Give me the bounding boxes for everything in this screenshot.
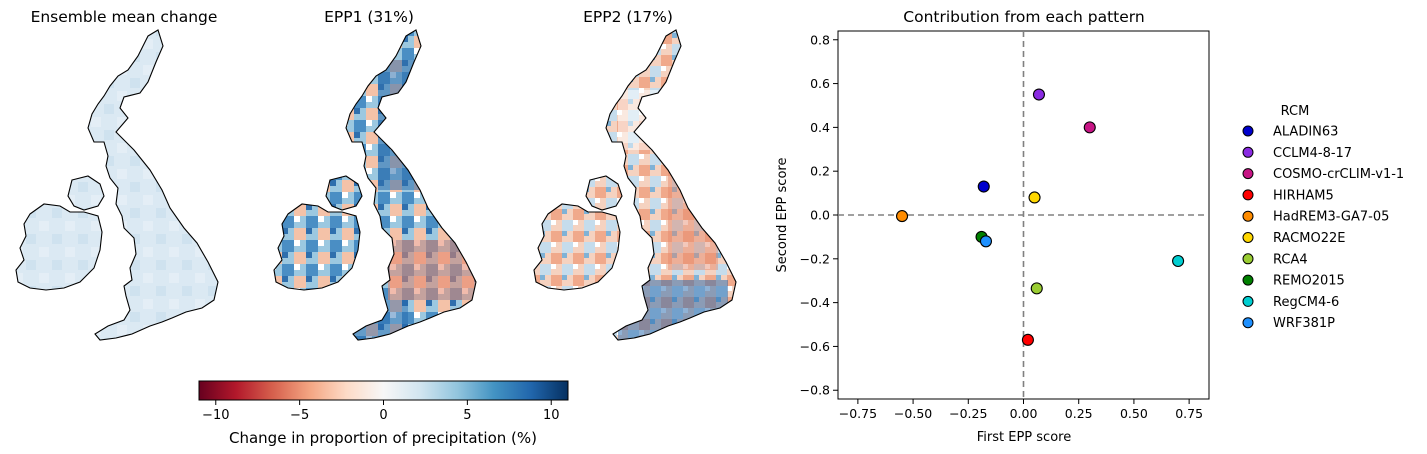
legend-marker-regcm4-6 (1242, 295, 1254, 307)
colorbar-gradient (198, 380, 569, 401)
x-tick-label: 0.50 (1120, 406, 1148, 421)
y-axis-label: Second EPP score (775, 158, 790, 273)
legend-label-cosmo-crclim-v1-1: COSMO-crCLIM-v1-1 (1273, 167, 1404, 182)
point-hadrem3-ga7-05 (895, 210, 909, 223)
scatter-points (895, 88, 1185, 346)
legend-marker-cclm4-8-17 (1242, 146, 1254, 158)
y-tick-label: −0.2 (800, 251, 830, 266)
y-tick-label: 0.0 (810, 208, 830, 223)
legend-label-cclm4-8-17: CCLM4-8-17 (1273, 146, 1352, 161)
map-panel-epp2: EPP2 (17%) (533, 8, 737, 341)
y-tick-label: −0.4 (800, 295, 830, 310)
legend: RCM ALADIN63 CCLM4-8-17 COSMO-crCLIM-v1-1 H… (1242, 104, 1404, 331)
colorbar-tick-label: −5 (290, 408, 309, 423)
x-tick-label: 0.00 (1010, 406, 1038, 421)
map-title-epp1: EPP1 (31%) (324, 8, 414, 26)
legend-label-hirham5: HIRHAM5 (1273, 188, 1334, 203)
point-racmo22e (1028, 191, 1041, 204)
legend-label-remo2015: REMO2015 (1273, 274, 1345, 289)
colorbar-tick-label: 5 (463, 408, 471, 423)
point-cosmo-crclim-v1-1 (1083, 121, 1096, 134)
map-panel-epp1: EPP1 (31%) (273, 8, 477, 341)
legend-marker-hirham5 (1242, 189, 1254, 201)
x-axis-ticks: −0.75 −0.50 −0.25 0.00 0.25 0.50 0.75 (839, 399, 1203, 421)
y-tick-label: −0.6 (800, 339, 830, 354)
x-tick-label: 0.25 (1065, 406, 1093, 421)
x-tick-label: −0.75 (839, 406, 877, 421)
point-cclm4-8-17 (1032, 88, 1046, 101)
x-tick-label: −0.50 (894, 406, 932, 421)
legend-marker-aladin63 (1242, 125, 1254, 137)
legend-marker-rca4 (1242, 253, 1254, 265)
legend-label-rca4: RCA4 (1273, 252, 1308, 267)
legend-label-hadrem3-ga7-05: HadREM3-GA7-05 (1273, 210, 1389, 225)
legend-marker-cosmo-crclim-v1-1 (1242, 168, 1254, 180)
legend-marker-racmo22e (1242, 232, 1254, 243)
legend-marker-wrf381p (1242, 317, 1254, 329)
point-rca4 (1030, 282, 1043, 295)
y-tick-label: −0.8 (800, 383, 830, 398)
chart-title: Contribution from each pattern (903, 8, 1144, 26)
colorbar-tick-label: 10 (543, 408, 560, 423)
point-aladin63 (977, 180, 990, 193)
y-tick-label: 0.8 (810, 32, 830, 47)
map-panel-ensemble-mean: Ensemble mean change (15, 8, 219, 341)
point-regcm4-6 (1172, 254, 1185, 268)
colorbar: −10 −5 0 5 10 Change in proportion of precip… (198, 380, 569, 447)
colorbar-label: Change in proportion of precipitation (%… (229, 429, 537, 447)
x-tick-label: 0.75 (1175, 406, 1203, 421)
legend-items: ALADIN63 CCLM4-8-17 COSMO-crCLIM-v1-1 HIRHA… (1242, 125, 1404, 331)
y-tick-label: 0.6 (810, 76, 830, 91)
y-tick-label: 0.2 (810, 164, 830, 179)
scatter-chart: Contribution from each pattern −0.75 −0.5… (775, 8, 1210, 445)
x-tick-label: −0.25 (949, 406, 987, 421)
legend-label-aladin63: ALADIN63 (1273, 125, 1338, 140)
x-axis-label: First EPP score (977, 430, 1071, 445)
legend-marker-remo2015 (1242, 274, 1254, 286)
y-axis-ticks: −0.8 −0.6 −0.4 −0.2 0.0 0.2 0.4 0.6 0.8 (800, 32, 838, 398)
legend-label-racmo22e: RACMO22E (1273, 231, 1345, 246)
y-tick-label: 0.4 (810, 120, 830, 135)
point-hirham5 (1021, 333, 1034, 346)
map-title-epp2: EPP2 (17%) (583, 8, 673, 26)
legend-title: RCM (1281, 104, 1310, 119)
legend-label-regcm4-6: RegCM4-6 (1273, 295, 1339, 310)
colorbar-tick-label: 0 (379, 408, 387, 423)
map-title-ensemble-mean: Ensemble mean change (31, 8, 218, 26)
legend-marker-hadrem3-ga7-05 (1242, 210, 1254, 222)
colorbar-tick-label: −10 (202, 408, 229, 423)
legend-label-wrf381p: WRF381P (1273, 316, 1335, 331)
point-wrf381p (979, 235, 993, 248)
colorbar-ticks: −10 −5 0 5 10 (202, 400, 560, 423)
